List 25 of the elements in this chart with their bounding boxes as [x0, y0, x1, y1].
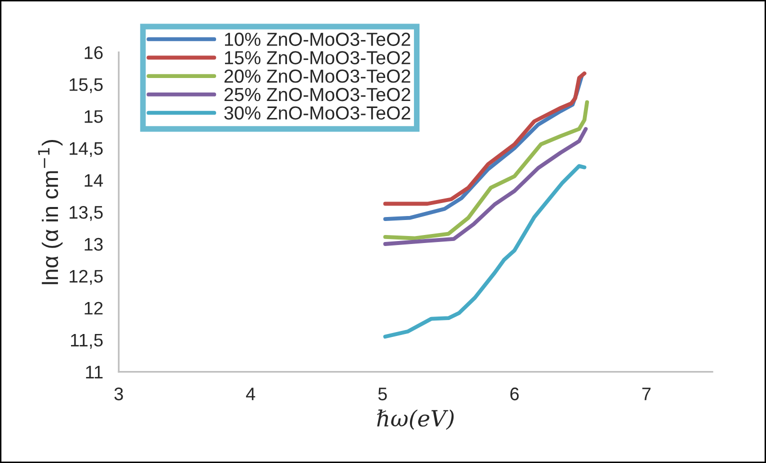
x-tick-label: 6 [510, 388, 519, 400]
x-tick-label: 4 [246, 388, 256, 400]
y-tick-label: 13 [84, 238, 103, 251]
y-tick-label: 11 [86, 366, 103, 378]
y-tick-label: 15 [84, 110, 103, 123]
y-tick-label: 12,5 [70, 270, 103, 285]
x-tick-label: 3 [114, 388, 123, 400]
legend-label: 20% ZnO-MoO3-TeO2 [224, 70, 410, 83]
y-tick-label: 15,5 [70, 78, 103, 94]
line-series [383, 164, 586, 339]
legend-label: 30% ZnO-MoO3-TeO2 [224, 106, 410, 120]
line-series [383, 127, 588, 246]
y-tick-label: 16 [84, 46, 103, 60]
y-tick-label: 14 [84, 174, 103, 187]
legend-label: 10% ZnO-MoO3-TeO2 [225, 32, 410, 46]
x-axis-title: ℏω(eV) [377, 409, 454, 430]
y-tick-label: 11,5 [71, 334, 103, 349]
x-tick-label: 5 [378, 388, 387, 400]
y-axis-title: lnα (α in cm$^{−1}$) [38, 140, 63, 284]
y-tick-label: 13,5 [70, 206, 103, 221]
legend-label: 15% ZnO-MoO3-TeO2 [225, 51, 410, 64]
legend-label: 25% ZnO-MoO3-TeO2 [224, 88, 410, 102]
x-tick-label: 7 [642, 388, 651, 400]
y-tick-label: 12 [84, 302, 103, 314]
y-tick-label: 14,5 [70, 142, 103, 158]
